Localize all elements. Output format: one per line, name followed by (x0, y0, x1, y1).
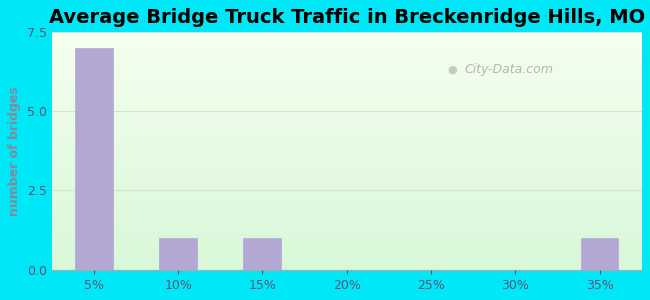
Bar (159, 238, 197, 270)
Bar (75, 47, 113, 270)
Y-axis label: number of bridges: number of bridges (8, 86, 21, 215)
Text: City-Data.com: City-Data.com (465, 63, 554, 76)
Bar (244, 238, 281, 270)
Text: ●: ● (447, 65, 457, 75)
Bar (580, 238, 619, 270)
Title: Average Bridge Truck Traffic in Breckenridge Hills, MO: Average Bridge Truck Traffic in Breckenr… (49, 8, 645, 27)
